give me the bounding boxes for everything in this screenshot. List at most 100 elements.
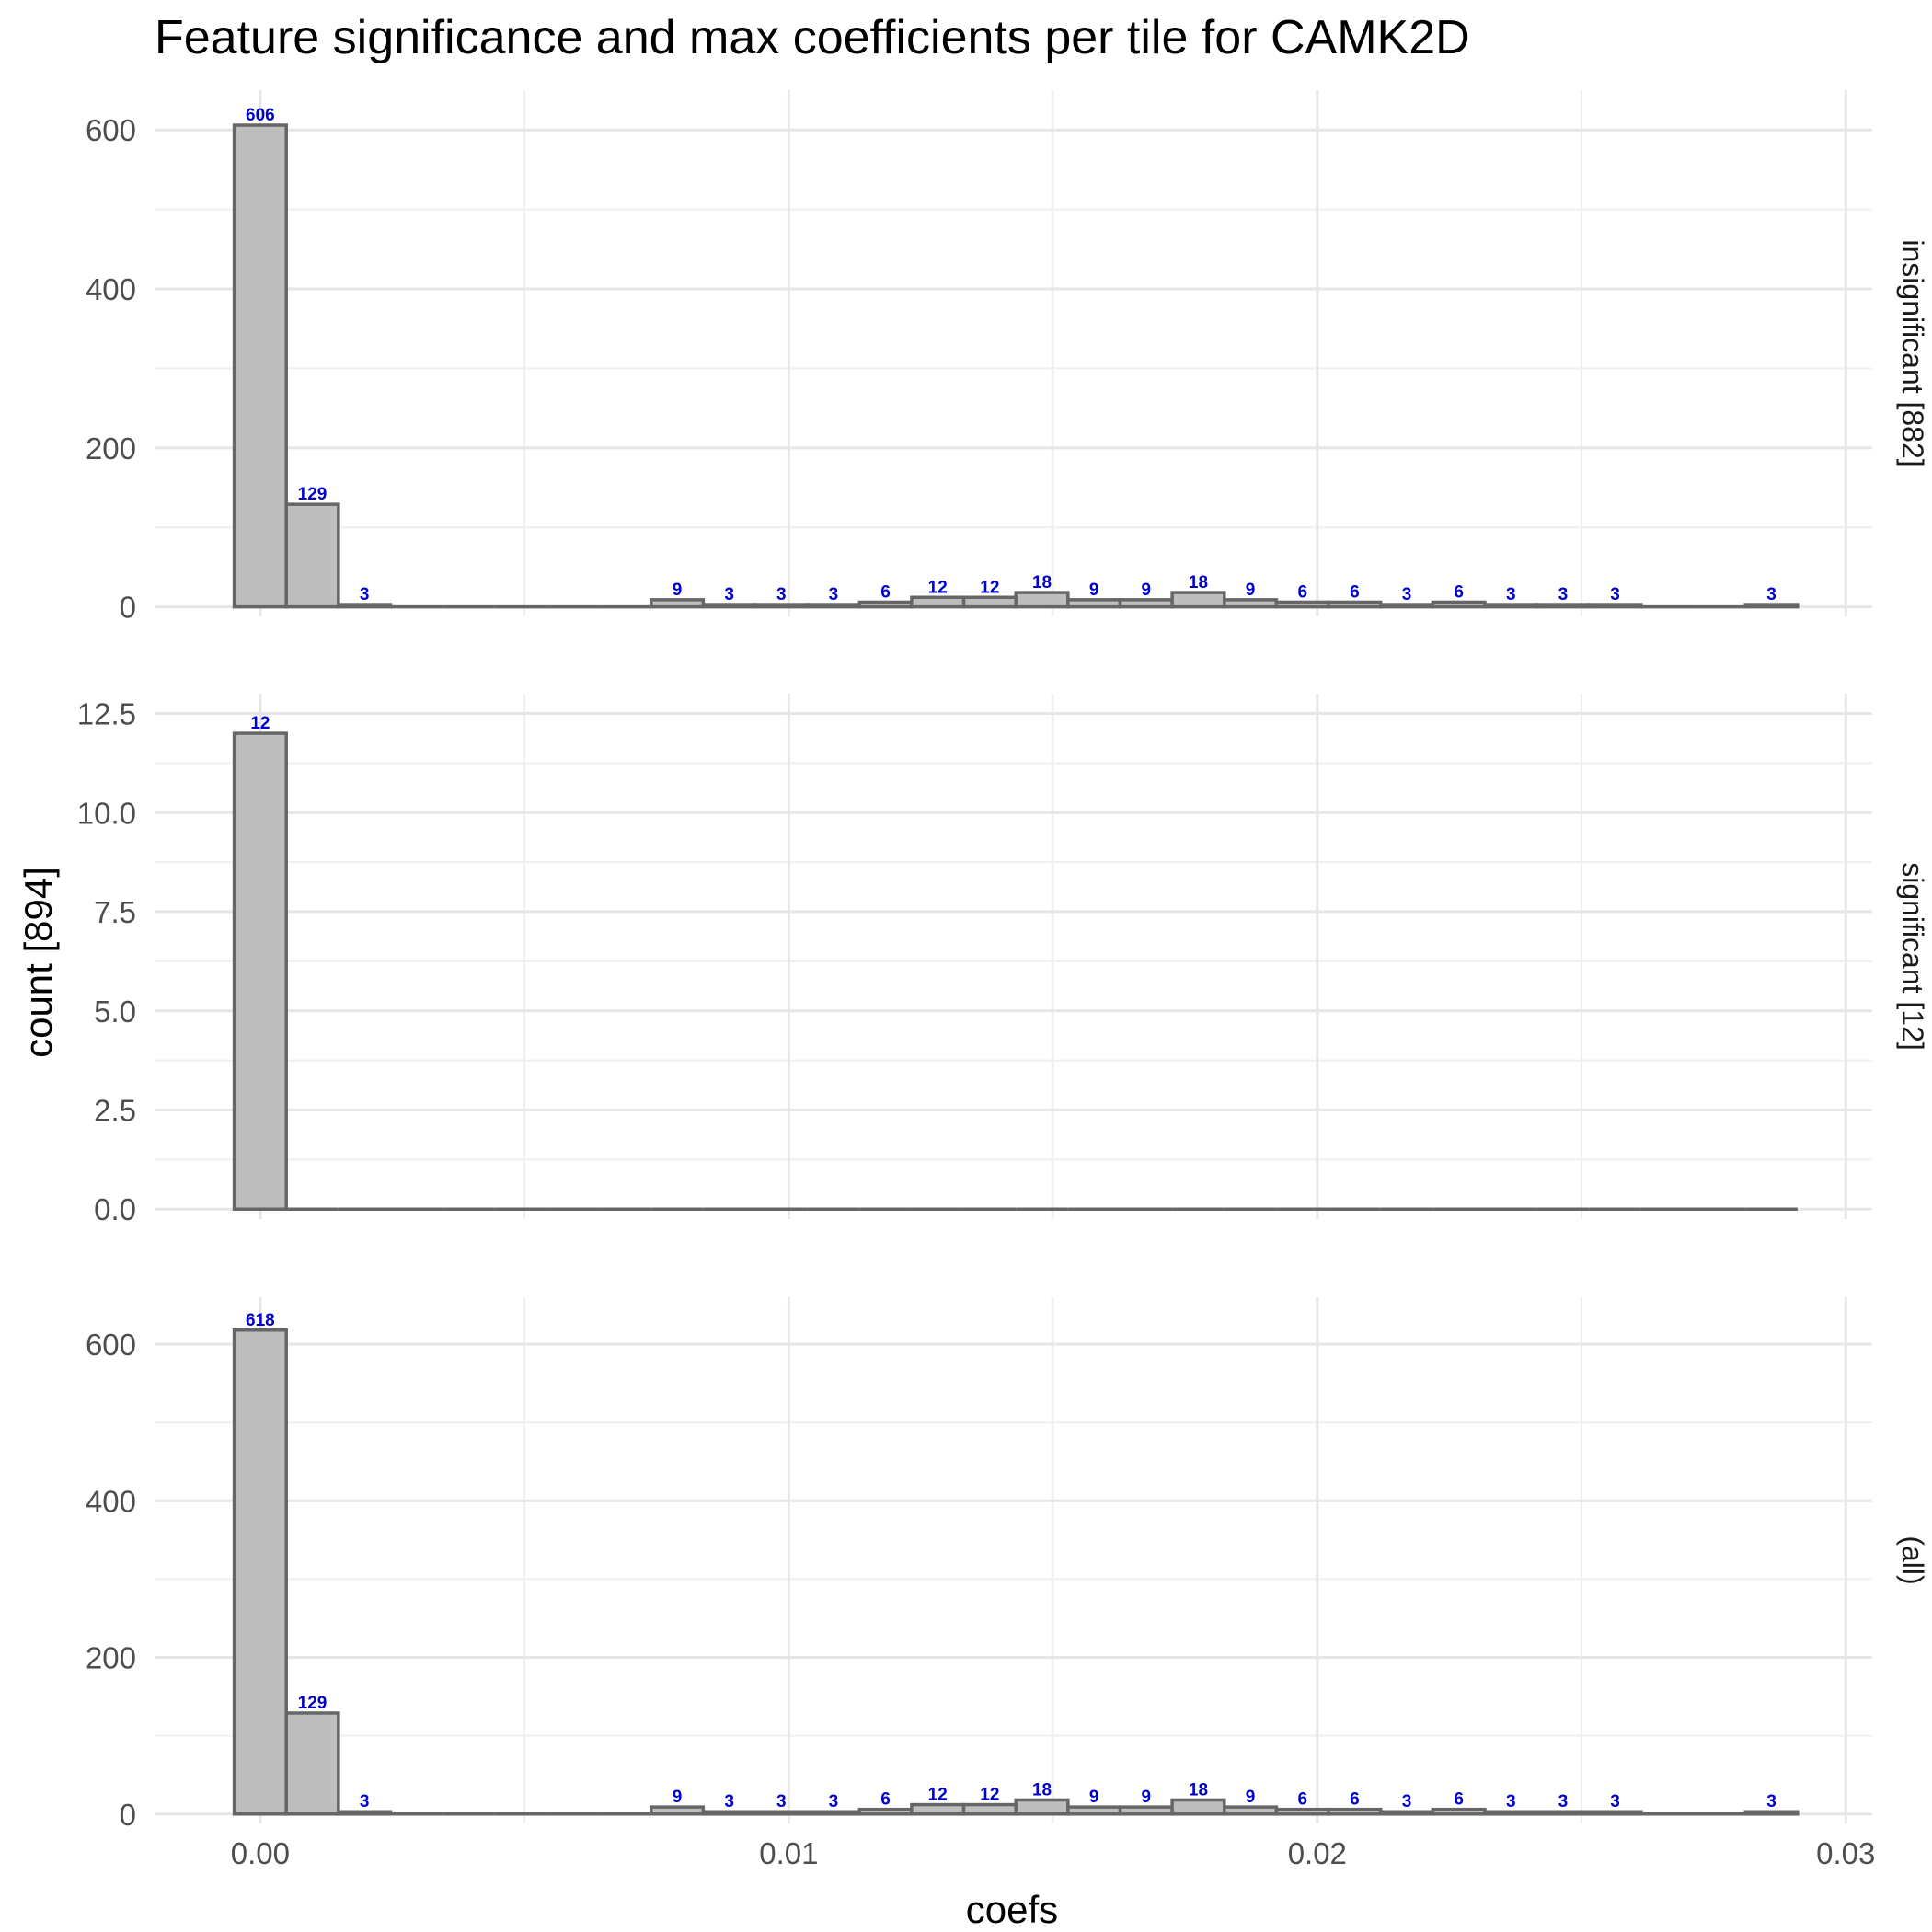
- histogram-bar: [1327, 1807, 1383, 1816]
- histogram-bar: [284, 1711, 340, 1816]
- histogram-bar: [1431, 600, 1487, 609]
- histogram-bar: [1014, 591, 1070, 609]
- bar-count-label: 3: [1506, 585, 1516, 604]
- x-tick-label: 0.02: [1288, 1836, 1347, 1870]
- bar-count-label: 9: [1246, 581, 1256, 600]
- bar-count-label: 6: [1350, 1790, 1360, 1810]
- histogram-bar: [1223, 1805, 1279, 1816]
- y-tick-label: 0.0: [94, 1192, 136, 1226]
- histogram-bar: [1587, 603, 1643, 609]
- x-axis-title: coefs: [966, 1888, 1058, 1931]
- histogram-bar: [701, 1810, 757, 1816]
- y-tick-label: 2.5: [94, 1093, 136, 1127]
- histogram-bar: [1066, 1805, 1122, 1816]
- histogram-bar: [1118, 1805, 1174, 1816]
- bar-count-label: 6: [880, 582, 891, 602]
- histogram-bar: [753, 603, 810, 609]
- histogram-bar: [284, 502, 340, 609]
- histogram-bar: [1378, 1810, 1435, 1816]
- bar-count-label: 3: [1402, 585, 1412, 604]
- x-tick-label: 0.03: [1816, 1836, 1875, 1870]
- bar-count-label: 18: [1032, 1780, 1052, 1800]
- y-tick-label: 600: [86, 1328, 136, 1362]
- bar-count-label: 6: [1454, 1790, 1464, 1810]
- bar-count-label: 18: [1189, 1780, 1208, 1800]
- histogram-bar: [1223, 598, 1279, 609]
- y-tick-label: 0: [120, 591, 136, 625]
- histogram-bar: [1587, 1810, 1643, 1816]
- bar-count-label: 3: [1506, 1792, 1516, 1811]
- bar-count-label: 3: [1610, 585, 1620, 604]
- histogram-bar: [1743, 1810, 1800, 1816]
- y-tick-label: 200: [86, 1641, 136, 1675]
- bar-count-label: 9: [1142, 581, 1152, 600]
- histogram-bar: [1378, 603, 1435, 609]
- bar-count-label: 6: [1297, 1790, 1307, 1810]
- histogram-bar: [857, 600, 914, 609]
- bar-count-label: 3: [1402, 1792, 1412, 1811]
- facet-strip-label: significant [12]: [1896, 862, 1929, 1051]
- histogram-bar: [232, 123, 288, 609]
- y-tick-label: 0: [120, 1798, 136, 1832]
- y-tick-label: 600: [86, 113, 136, 147]
- histogram-bar: [232, 731, 288, 1211]
- histogram-bar: [910, 1802, 966, 1816]
- histogram-bar: [961, 595, 1018, 609]
- x-tick-label: 0.01: [759, 1836, 818, 1870]
- histogram-bar: [1014, 1798, 1070, 1816]
- bar-count-label: 12: [928, 1786, 948, 1805]
- bar-count-label: 6: [1350, 582, 1360, 602]
- bar-count-label: 6: [880, 1790, 891, 1810]
- histogram-bar: [1327, 600, 1383, 609]
- bar-count-label: 9: [1246, 1788, 1256, 1807]
- bar-count-label: 3: [360, 1792, 370, 1811]
- bar-count-label: 12: [250, 714, 270, 733]
- x-tick-label: 0.00: [231, 1836, 290, 1870]
- bar-count-label: 3: [1558, 585, 1569, 604]
- facet-panel: 0 200 400 600 618 129 3 9 3 3 3 6 12 12 18 9 9 18 9 6 6 3 6 3 3 3…: [86, 1297, 1929, 1832]
- y-tick-label: 7.5: [94, 895, 136, 929]
- bar-count-label: 3: [1766, 585, 1777, 604]
- histogram-bar: [961, 1802, 1018, 1816]
- bar-count-label: 6: [1454, 582, 1464, 602]
- histogram-bar: [1274, 1807, 1330, 1816]
- histogram-bar: [649, 1805, 706, 1816]
- facet-panel: 0.0 2.5 5.0 7.5 10.0 12.5 12 significant [12]: [77, 694, 1929, 1226]
- bar-count-label: 18: [1032, 573, 1052, 592]
- bar-count-label: 618: [246, 1311, 275, 1330]
- histogram-bar: [1483, 603, 1539, 609]
- histogram-bar: [337, 1810, 393, 1816]
- bar-count-label: 3: [1610, 1792, 1620, 1811]
- bar-count-label: 129: [298, 1694, 328, 1713]
- histogram-bar: [649, 598, 706, 609]
- histogram-bar: [1118, 598, 1174, 609]
- bar-count-label: 12: [980, 578, 999, 597]
- y-tick-label: 200: [86, 431, 136, 466]
- histogram-bar: [1170, 1798, 1226, 1816]
- facet-strip-label: insignificant [882]: [1896, 239, 1929, 466]
- y-tick-label: 400: [86, 1484, 136, 1518]
- facet-panel: 0 200 400 600 606 129 3 9 3 3 3 6 12 12 18 9 9 18 9 6 6 3 6 3 3 3…: [86, 90, 1929, 625]
- x-axis: 0.00 0.01 0.02 0.03: [231, 1836, 1876, 1870]
- y-axis-title: count [894]: [17, 867, 60, 1058]
- histogram-bar: [232, 1328, 288, 1816]
- histogram-bar: [910, 595, 966, 609]
- histogram-bar: [1170, 591, 1226, 609]
- y-tick-label: 400: [86, 272, 136, 306]
- bar-count-label: 18: [1189, 573, 1208, 592]
- facet-panels: 0 200 400 600 6 0 6 129 3 9 3 3 3 6 12 12 18 9 9 18 9 6 6 3 6 3 3 3…: [77, 90, 1929, 1832]
- bar-count-label: 12: [980, 1786, 999, 1805]
- histogram-bar: [1431, 1807, 1487, 1816]
- bar-count-label: 3: [829, 585, 839, 604]
- y-tick-label: 10.0: [77, 796, 136, 830]
- histogram-bar: [805, 603, 862, 609]
- histogram-bar: [1483, 1810, 1539, 1816]
- histogram-bar: [1535, 1810, 1592, 1816]
- histogram-bar: [805, 1810, 862, 1816]
- facet-strip-label: (all): [1896, 1535, 1929, 1584]
- bar-count-label: 3: [776, 1792, 787, 1811]
- histogram-bar: [1066, 598, 1122, 609]
- y-tick-label: 12.5: [77, 697, 136, 731]
- bar-count-label: 9: [1089, 581, 1099, 600]
